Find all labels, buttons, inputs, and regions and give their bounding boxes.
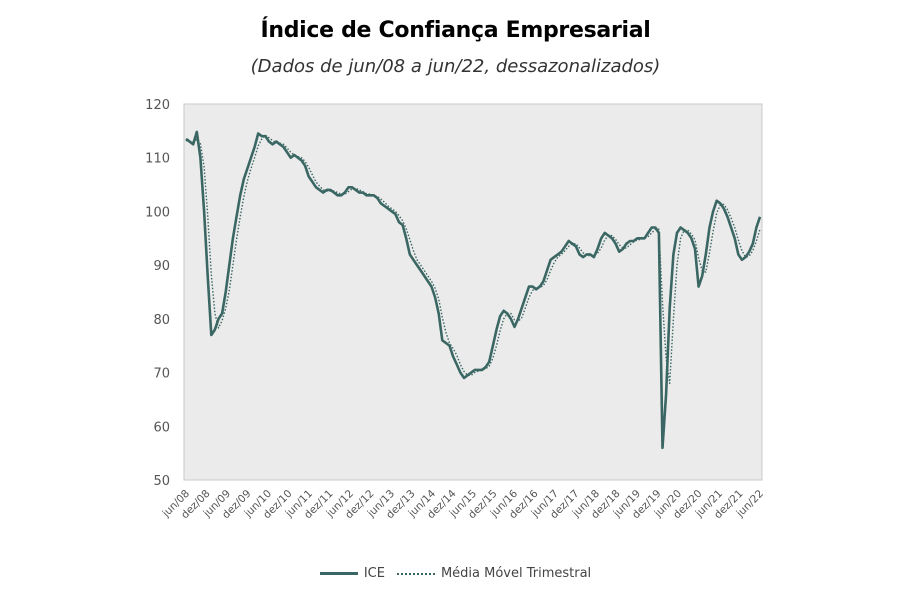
y-tick-label: 50 bbox=[153, 474, 170, 489]
legend-swatch-solid bbox=[319, 572, 358, 575]
chart-title: Índice de Confiança Empresarial bbox=[260, 18, 651, 43]
y-tick-label: 70 bbox=[153, 367, 170, 382]
series-line-ice bbox=[185, 130, 762, 450]
legend-item-media-movel: Média Móvel Trimestral bbox=[396, 566, 592, 581]
plot-area bbox=[183, 103, 763, 481]
y-tick-label: 90 bbox=[153, 259, 170, 274]
series-lines bbox=[185, 130, 762, 450]
y-tick-label: 60 bbox=[153, 420, 170, 435]
y-tick-label: 120 bbox=[145, 98, 170, 113]
x-axis: jun/08dez/08jun/09dez/09jun/10dez/10jun/… bbox=[159, 487, 766, 521]
y-tick-label: 110 bbox=[145, 152, 170, 167]
y-axis: 50 60 70 80 90 100 110 120 bbox=[145, 98, 170, 489]
series-line-media-movel bbox=[185, 134, 761, 384]
legend: ICE Média Móvel Trimestral bbox=[0, 566, 911, 581]
legend-label-media-movel: Média Móvel Trimestral bbox=[440, 566, 592, 581]
legend-item-ice: ICE bbox=[319, 566, 385, 581]
legend-swatch-dotted bbox=[396, 572, 435, 575]
chart-subtitle: (Dados de jun/08 a jun/22, dessazonaliza… bbox=[250, 56, 661, 77]
y-tick-label: 100 bbox=[145, 205, 170, 220]
legend-label-ice: ICE bbox=[363, 566, 385, 581]
y-tick-label: 80 bbox=[153, 313, 170, 328]
